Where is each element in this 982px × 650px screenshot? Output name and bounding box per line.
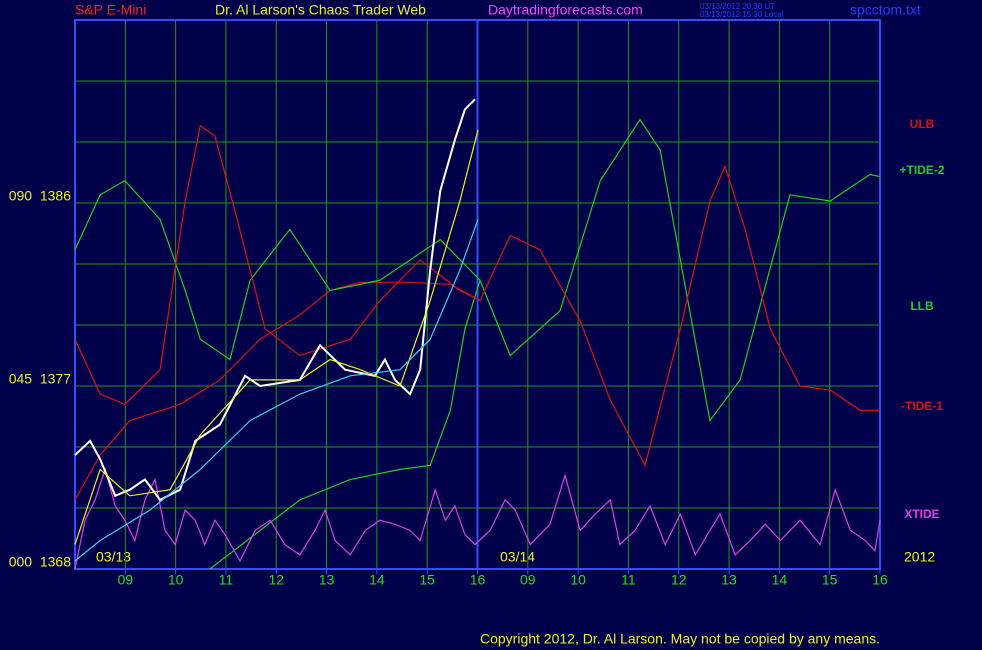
timestamp: 03/13/2012 20:30 UT (700, 2, 775, 11)
legend-label: LLB (910, 299, 934, 313)
date-label: 03/14 (500, 549, 535, 565)
x-tick-label: 10 (570, 572, 586, 588)
copyright: Copyright 2012, Dr. Al Larson. May not b… (480, 631, 880, 647)
series-line (209, 280, 481, 570)
x-tick-label: 12 (268, 572, 284, 588)
y-tick-label: 090 1386 (9, 188, 71, 204)
file-name: spcctom.txt (850, 2, 921, 18)
legend-label: XTIDE (904, 507, 939, 521)
x-tick-label: 11 (621, 572, 636, 588)
x-tick-label: 16 (470, 572, 486, 588)
series-line (74, 281, 481, 501)
x-tick-label: 12 (671, 572, 687, 588)
series-line (74, 219, 479, 562)
legend-label: -TIDE-1 (901, 399, 943, 413)
x-tick-label: 15 (419, 572, 435, 588)
series-line (74, 118, 881, 423)
x-tick-label: 13 (721, 572, 737, 588)
series-line (74, 129, 479, 545)
site: Daytradingforecasts.com (488, 2, 643, 18)
x-tick-label: 11 (219, 572, 234, 588)
x-tick-label: 14 (772, 572, 788, 588)
y-tick-label: 000 1368 (9, 554, 71, 570)
series-line (74, 124, 880, 467)
x-tick-label: 09 (118, 572, 134, 588)
series-line (74, 467, 881, 570)
plot-border (74, 19, 881, 570)
y-tick-label: 045 1377 (9, 371, 71, 387)
legend-label: ULB (910, 117, 935, 131)
year-label: 2012 (904, 549, 935, 565)
timestamp: 03/13/2012 15:30 Local (700, 10, 784, 19)
chart-title: Dr. Al Larson's Chaos Trader Web (215, 2, 426, 18)
x-tick-label: 13 (319, 572, 335, 588)
x-tick-label: 10 (168, 572, 184, 588)
x-tick-label: 16 (872, 572, 888, 588)
legend-label: +TIDE-2 (899, 163, 944, 177)
x-tick-label: 09 (520, 572, 536, 588)
x-tick-label: 14 (369, 572, 385, 588)
x-tick-label: 15 (822, 572, 838, 588)
symbol: S&P E-Mini (75, 2, 146, 18)
date-label: 03/13 (96, 549, 131, 565)
